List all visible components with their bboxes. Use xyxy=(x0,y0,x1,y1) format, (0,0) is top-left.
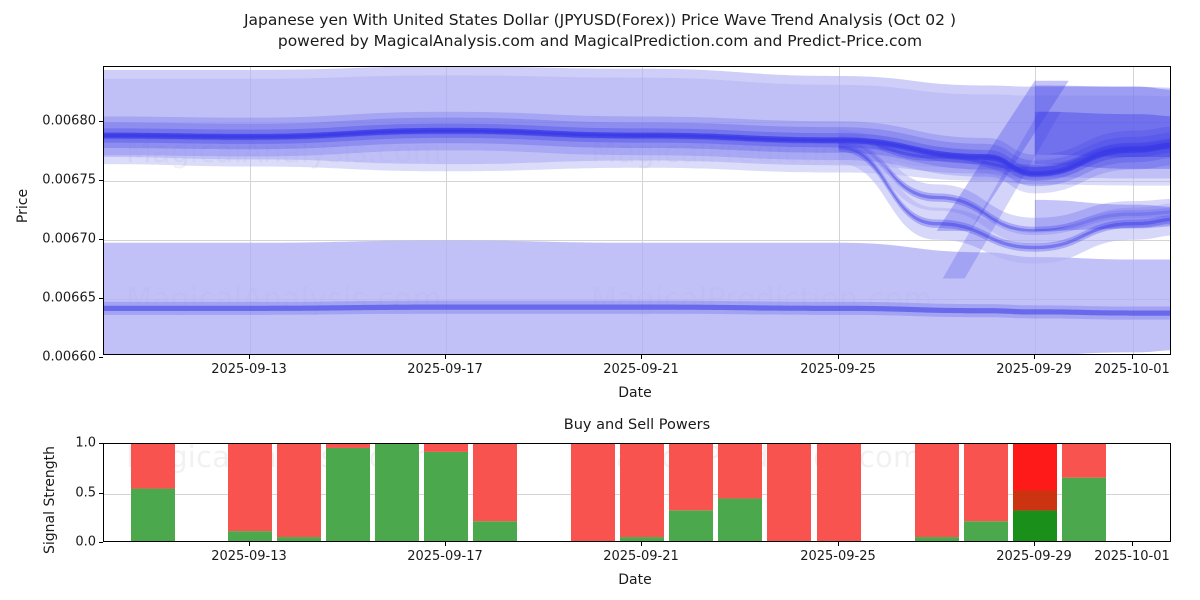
x-tick-mark xyxy=(445,542,447,546)
x-tick-label: 2025-09-17 xyxy=(407,362,483,377)
price-wave-bands xyxy=(104,67,1170,354)
y-tick-label: 1.0 xyxy=(75,435,96,451)
bar-sell-segment xyxy=(473,444,517,522)
bar-sell-segment xyxy=(817,444,861,541)
y-tick-mark xyxy=(99,180,103,182)
x-tick-mark xyxy=(838,355,840,359)
gridline-vertical xyxy=(839,67,840,354)
x-tick-mark xyxy=(445,355,447,359)
bar-sell-midtone-segment xyxy=(1013,490,1057,511)
x-tick-label: 2025-09-29 xyxy=(996,549,1072,564)
gridline-vertical xyxy=(1035,67,1036,354)
x-tick-label: 2025-09-13 xyxy=(211,549,287,564)
y-tick-label: 0.5 xyxy=(75,485,96,501)
bar-sell-segment xyxy=(131,444,175,489)
x-tick-label: 2025-09-17 xyxy=(407,549,483,564)
x-tick-mark xyxy=(641,542,643,546)
bar-buy-segment xyxy=(1013,510,1057,541)
y-tick-label: 0.00675 xyxy=(42,172,96,188)
figure-title-line-2: powered by MagicalAnalysis.com and Magic… xyxy=(277,32,923,50)
y-tick-mark xyxy=(99,357,103,359)
bar-buy-segment xyxy=(669,510,713,541)
signal-y-axis-label: Signal Strength xyxy=(42,446,58,555)
bar-buy-segment xyxy=(131,488,175,541)
bar-sell-segment xyxy=(915,444,959,538)
x-tick-label: 2025-10-01 xyxy=(1094,362,1170,377)
y-tick-label: 0.00680 xyxy=(42,113,96,129)
bar-buy-segment xyxy=(915,537,959,541)
y-tick-label: 0.00660 xyxy=(42,349,96,365)
gridline-vertical xyxy=(446,67,447,354)
gridline-horizontal xyxy=(104,181,1170,182)
y-tick-label: 0.00665 xyxy=(42,290,96,306)
bar-buy-segment xyxy=(964,521,1008,541)
x-tick-label: 2025-09-21 xyxy=(603,549,679,564)
bar-sell-segment xyxy=(964,444,1008,522)
y-tick-mark xyxy=(99,493,103,495)
x-tick-mark xyxy=(838,542,840,546)
bar-buy-segment xyxy=(375,444,419,541)
y-tick-mark xyxy=(99,542,103,544)
bar-sell-segment xyxy=(326,444,370,448)
bar-sell-segment xyxy=(571,444,615,541)
gridline-horizontal xyxy=(104,240,1170,241)
bar-buy-segment xyxy=(326,447,370,541)
signal-x-axis-label: Date xyxy=(618,572,652,588)
buy-sell-powers-plot-area: MagicalAnalysis.com MagicalPrediction.co… xyxy=(103,443,1171,542)
bar-sell-segment xyxy=(620,444,664,538)
gridline-vertical xyxy=(250,67,251,354)
bar-sell-segment xyxy=(1062,444,1106,478)
bar-buy-segment xyxy=(718,498,762,541)
bar-sell-segment xyxy=(277,444,321,538)
y-tick-mark xyxy=(99,443,103,445)
x-tick-label: 2025-09-29 xyxy=(996,362,1072,377)
price-y-axis-label: Price xyxy=(15,188,31,224)
buy-sell-bars xyxy=(131,444,1106,541)
bar-sell-segment xyxy=(424,444,468,452)
bar-buy-segment xyxy=(277,537,321,541)
bar-sell-segment xyxy=(767,444,811,541)
y-tick-label: 0.0 xyxy=(75,534,96,550)
x-tick-mark xyxy=(249,542,251,546)
bar-buy-segment xyxy=(1062,477,1106,541)
bar-sell-segment xyxy=(669,444,713,511)
gridline-vertical xyxy=(642,67,643,354)
x-tick-label: 2025-10-01 xyxy=(1094,549,1170,564)
bar-buy-segment xyxy=(424,451,468,541)
x-tick-mark xyxy=(1132,355,1134,359)
x-tick-label: 2025-09-21 xyxy=(603,362,679,377)
figure-title-line-1: Japanese yen With United States Dollar (… xyxy=(243,11,956,29)
bar-sell-segment xyxy=(228,444,272,532)
x-tick-mark xyxy=(249,355,251,359)
buy-sell-powers-title: Buy and Sell Powers xyxy=(563,417,711,433)
x-tick-mark xyxy=(641,355,643,359)
y-tick-mark xyxy=(99,121,103,123)
bar-sell-segment xyxy=(718,444,762,499)
bar-buy-segment xyxy=(620,537,664,541)
y-tick-mark xyxy=(99,298,103,300)
x-tick-label: 2025-09-13 xyxy=(211,362,287,377)
y-tick-mark xyxy=(99,239,103,241)
bar-buy-segment xyxy=(228,531,272,541)
x-tick-mark xyxy=(1132,542,1134,546)
x-tick-label: 2025-09-25 xyxy=(800,362,876,377)
price-wave-plot-area: MagicalAnalysis.com MagicalPrediction.co… xyxy=(103,66,1171,355)
x-tick-label: 2025-09-25 xyxy=(800,549,876,564)
price-x-axis-label: Date xyxy=(618,385,652,401)
bar-buy-segment xyxy=(473,521,517,541)
x-tick-mark xyxy=(1034,355,1036,359)
y-tick-label: 0.00670 xyxy=(42,231,96,247)
x-tick-mark xyxy=(1034,542,1036,546)
